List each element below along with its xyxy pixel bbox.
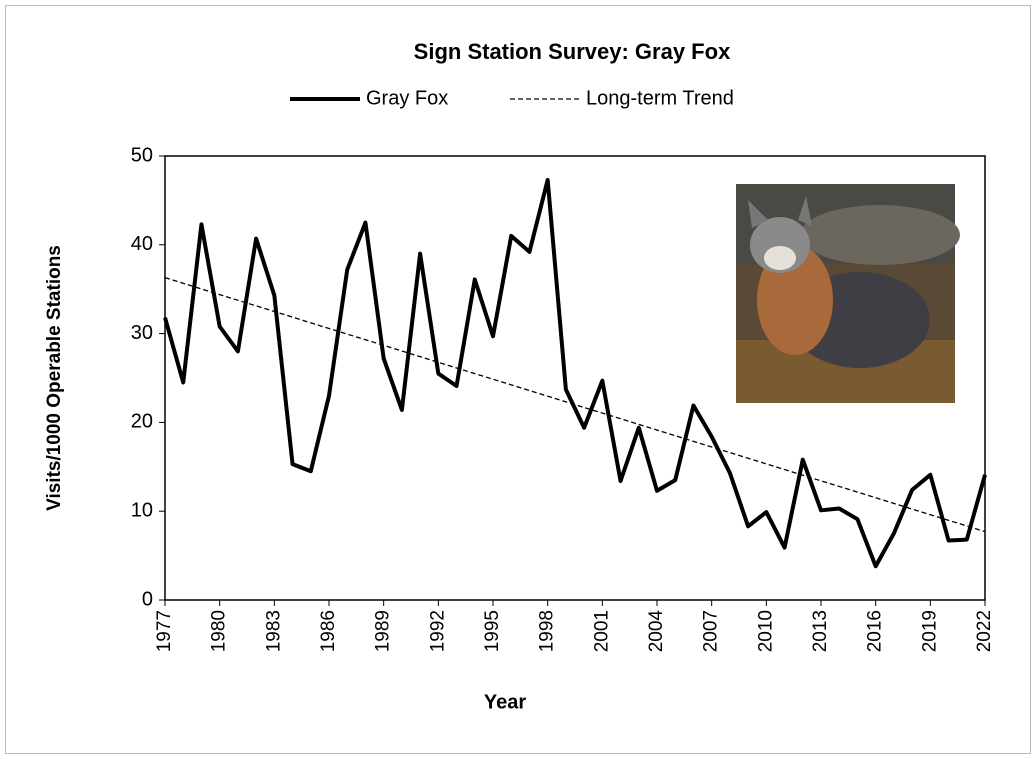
- chart-title: Sign Station Survey: Gray Fox: [414, 39, 731, 64]
- y-tick-label: 40: [131, 233, 153, 255]
- x-tick-label: 1980: [209, 610, 230, 652]
- data-line: [163, 177, 987, 569]
- x-tick-label: 2010: [755, 610, 776, 652]
- x-tick-label: 2013: [810, 610, 831, 652]
- x-tick-label: 1983: [263, 610, 284, 652]
- x-tick-label: 1977: [154, 610, 175, 652]
- y-tick-label: 30: [131, 322, 153, 344]
- x-tick-label: 2022: [974, 610, 995, 652]
- x-tick-label: 2004: [646, 610, 667, 653]
- y-axis-label: Visits/1000 Operable Stations: [44, 245, 65, 511]
- y-tick-label: 50: [131, 144, 153, 166]
- x-tick-label: 2007: [701, 610, 722, 652]
- legend-label: Long-term Trend: [586, 87, 734, 109]
- y-tick-label: 20: [131, 411, 153, 433]
- y-tick-label: 0: [142, 588, 153, 610]
- x-tick-label: 1989: [373, 610, 394, 652]
- x-tick-label: 1986: [318, 610, 339, 652]
- x-tick-label: 1992: [427, 610, 448, 652]
- x-tick-label: 2001: [591, 610, 612, 652]
- x-axis-label: Year: [484, 691, 526, 713]
- fox-photo: [736, 184, 960, 403]
- x-tick-label: 2019: [919, 610, 940, 652]
- trend-line: [164, 277, 986, 533]
- x-tick-label: 1995: [482, 610, 503, 652]
- plot-area: [164, 155, 986, 601]
- x-tick-label: 1998: [537, 610, 558, 652]
- legend-label: Gray Fox: [366, 87, 448, 109]
- y-tick-label: 10: [131, 499, 153, 521]
- x-tick-label: 2016: [865, 610, 886, 652]
